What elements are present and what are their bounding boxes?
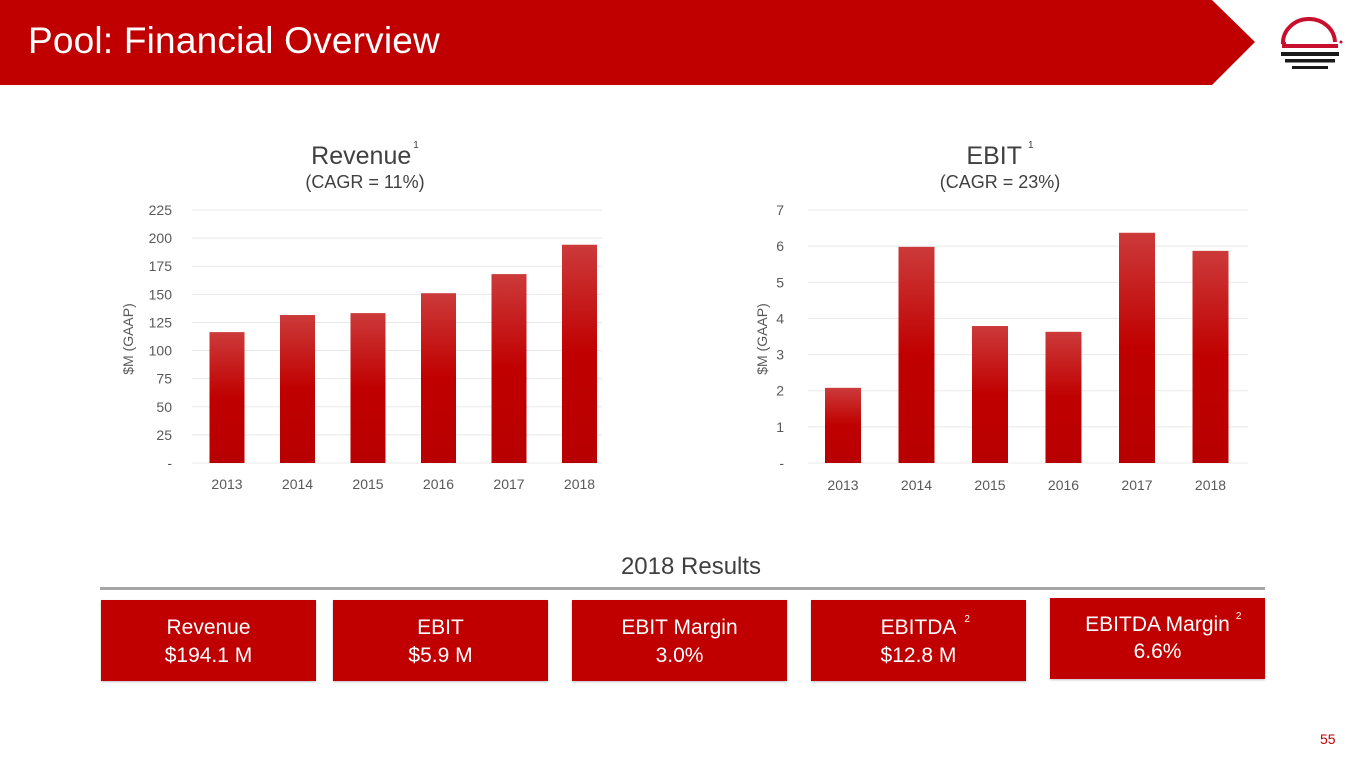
result-card-value: $12.8 M: [880, 644, 957, 667]
result-card-ebitda-margin: EBITDA Margin 2 6.6%: [1050, 598, 1265, 679]
result-card-value: 6.6%: [1133, 640, 1182, 663]
page-number: 55: [1320, 731, 1336, 747]
revenue-x-tick-label: 2014: [282, 476, 313, 492]
ebit-y-tick-label: 4: [776, 310, 784, 326]
result-card-label: EBIT: [333, 616, 548, 640]
revenue-bar-2018: [562, 244, 597, 463]
revenue-bar-2013: [209, 332, 245, 463]
ebit-y-tick-label: 5: [776, 274, 784, 290]
result-card-label-text: EBIT Margin: [621, 616, 738, 639]
ebit-bar-2014: [898, 246, 935, 463]
revenue-bar-2017: [491, 274, 527, 463]
revenue-x-tick-label: 2016: [423, 476, 454, 492]
ebit-title-text: EBIT: [966, 142, 1022, 170]
result-card-ebit: EBIT $5.9 M: [333, 600, 548, 681]
result-card-label: Revenue: [101, 616, 316, 640]
revenue-chart-title: Revenue 1: [270, 140, 460, 171]
result-card-ebitda: EBITDA 2 $12.8 M: [811, 600, 1026, 681]
ebit-y-tick-label: 7: [776, 202, 784, 218]
revenue-y-tick-label: -: [167, 455, 172, 471]
result-card-label-text: EBITDA Margin: [1085, 613, 1230, 636]
result-card-label-text: Revenue: [166, 616, 251, 639]
ebit-y-tick-label: -: [779, 455, 784, 471]
result-card-revenue: Revenue $194.1 M: [101, 600, 316, 681]
revenue-bar-2014: [280, 315, 315, 463]
ebit-chart: - 1 2 3 4 5 6 7 2013 2014 2015 2016 2017 2018: [776, 202, 1248, 493]
revenue-y-tick-label: 200: [149, 230, 173, 246]
revenue-title-footnote: 1: [413, 140, 419, 151]
result-card-label: EBIT Margin: [572, 616, 787, 640]
revenue-x-tick-label: 2015: [352, 476, 383, 492]
ebit-x-tick-label: 2014: [901, 477, 932, 493]
revenue-bar-2015: [350, 313, 386, 463]
ebit-chart-subtitle: (CAGR = 23%): [939, 172, 1061, 192]
result-card-value: $194.1 M: [164, 644, 253, 667]
ebit-y-tick-label: 3: [776, 347, 784, 363]
revenue-y-tick-label: 50: [156, 399, 172, 415]
result-card-footnote: 2: [1235, 611, 1242, 622]
ebit-x-tick-label: 2017: [1121, 477, 1152, 493]
ebit-x-tick-label: 2016: [1048, 477, 1079, 493]
revenue-title-text: Revenue: [311, 142, 412, 170]
revenue-x-tick-label: 2013: [211, 476, 242, 492]
ebit-bar-2017: [1119, 232, 1155, 463]
ebit-x-tick-label: 2018: [1195, 477, 1226, 493]
ebit-title-footnote: 1: [1028, 140, 1034, 151]
ebit-x-tick-label: 2013: [827, 477, 858, 493]
result-card-label: EBITDA Margin 2: [1050, 611, 1265, 637]
revenue-y-tick-label: 75: [156, 371, 172, 387]
revenue-y-tick-label: 150: [149, 286, 173, 302]
result-card-value: 3.0%: [655, 644, 704, 667]
header-banner: Pool: Financial Overview: [0, 0, 1255, 85]
results-divider: [100, 587, 1265, 590]
ebit-bar-2018: [1192, 250, 1229, 463]
ebit-x-tick-label: 2015: [974, 477, 1005, 493]
result-card-label: EBITDA 2: [811, 614, 1026, 640]
ebit-y-tick-label: 1: [776, 419, 784, 435]
ebit-y-tick-label: 2: [776, 383, 784, 399]
result-card-ebit-margin: EBIT Margin 3.0%: [572, 600, 787, 681]
revenue-y-tick-label: 125: [149, 314, 173, 330]
ebit-bar-2016: [1045, 331, 1082, 463]
revenue-chart-subtitle: (CAGR = 11%): [305, 172, 425, 192]
result-card-label-text: EBITDA: [880, 616, 957, 639]
result-card-value: $5.9 M: [408, 644, 473, 667]
revenue-x-tick-label: 2017: [493, 476, 524, 492]
result-card-label-text: EBIT: [417, 616, 464, 639]
result-card-footnote: 2: [964, 614, 970, 625]
revenue-y-tick-label: 25: [156, 427, 172, 443]
ebit-y-tick-label: 6: [776, 238, 784, 254]
revenue-y-tick-label: 100: [149, 343, 173, 359]
revenue-bar-2016: [421, 293, 456, 463]
sunset-logo-icon: [1280, 17, 1343, 69]
revenue-y-tick-label: 175: [149, 258, 173, 274]
ebit-chart-title: EBIT 1: [900, 140, 1100, 171]
banner-arrow-shape: [0, 0, 1255, 85]
revenue-x-tick-label: 2018: [564, 476, 595, 492]
results-title: 2018 Results: [620, 553, 762, 580]
revenue-y-tick-label: 225: [149, 202, 173, 218]
ebit-bar-2013: [825, 387, 861, 463]
page-title: Pool: Financial Overview: [28, 20, 440, 61]
ebit-bar-2015: [972, 326, 1008, 463]
revenue-chart: - 25 50 75 100 125 150 175 200 225 2013 2014 2015 201…: [149, 202, 602, 492]
